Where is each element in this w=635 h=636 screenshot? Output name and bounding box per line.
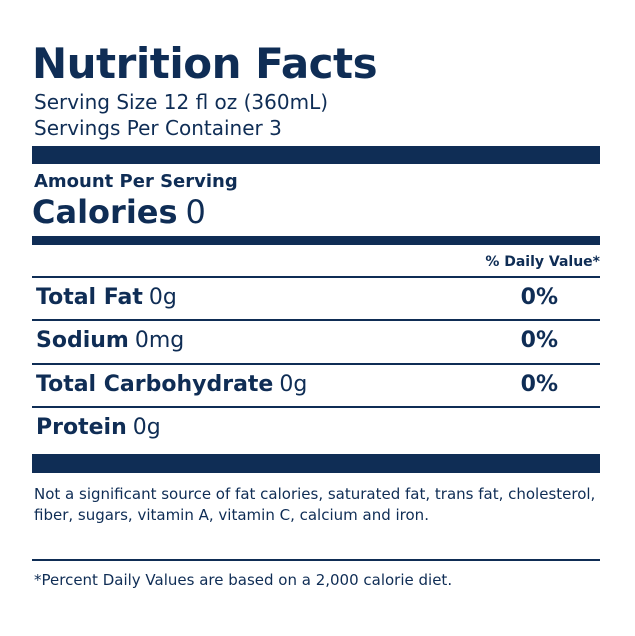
nutrient-row-total-carbohydrate: Total Carbohydrate 0g bbox=[36, 371, 307, 399]
medium-divider bbox=[32, 236, 600, 245]
thick-divider-bottom bbox=[32, 454, 600, 473]
amount-per-serving: Amount Per Serving bbox=[34, 171, 238, 192]
not-significant-note: Not a significant source of fat calories… bbox=[34, 485, 596, 524]
row-divider bbox=[32, 363, 600, 365]
servings-per-container: Servings Per Container 3 bbox=[34, 116, 282, 140]
row-divider bbox=[32, 406, 600, 408]
footnote-divider bbox=[32, 559, 600, 561]
nutrient-amount: 0g bbox=[132, 415, 161, 440]
nutrient-row-protein: Protein 0g bbox=[36, 414, 161, 442]
nutrient-amount: 0mg bbox=[134, 328, 185, 353]
nutrient-row-total-fat: Total Fat 0g bbox=[36, 284, 177, 312]
nutrient-amount: 0g bbox=[279, 372, 308, 397]
calories-value: 0 bbox=[185, 193, 206, 231]
thick-divider-top bbox=[32, 146, 600, 164]
nutrient-name: Protein bbox=[36, 415, 127, 440]
row-divider bbox=[32, 276, 600, 278]
row-divider bbox=[32, 319, 600, 321]
calories-row: Calories 0 bbox=[32, 192, 206, 232]
label-title: Nutrition Facts bbox=[32, 39, 378, 88]
calories-label: Calories bbox=[32, 193, 178, 231]
nutrient-amount: 0g bbox=[148, 285, 177, 310]
daily-value-header: % Daily Value* bbox=[485, 254, 600, 270]
nutrient-daily-value: 0% bbox=[520, 285, 558, 310]
serving-size: Serving Size 12 fl oz (360mL) bbox=[34, 90, 329, 114]
nutrient-daily-value: 0% bbox=[520, 372, 558, 397]
daily-value-footnote: *Percent Daily Values are based on a 2,0… bbox=[34, 571, 453, 589]
nutrient-name: Total Fat bbox=[36, 285, 143, 310]
nutrient-name: Sodium bbox=[36, 328, 129, 353]
nutrient-row-sodium: Sodium 0mg bbox=[36, 327, 184, 355]
nutrient-name: Total Carbohydrate bbox=[36, 372, 274, 397]
nutrient-daily-value: 0% bbox=[520, 328, 558, 353]
